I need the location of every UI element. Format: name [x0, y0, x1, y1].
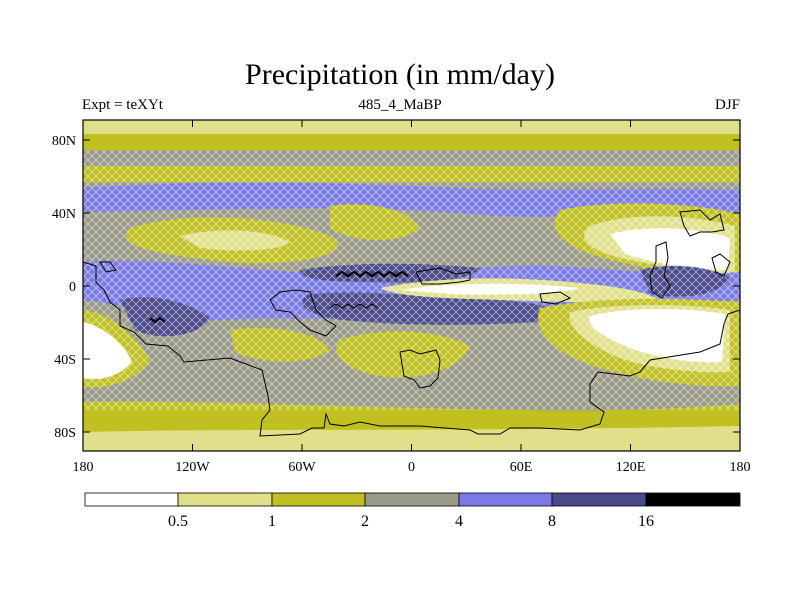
plot-title: Precipitation (in mm/day) [245, 58, 555, 91]
timeslice-label: 485_4_MaBP [358, 97, 442, 113]
x-tick-label: 180 [730, 460, 751, 475]
x-tick-label: 120W [175, 460, 210, 475]
colorbar-label: 4 [455, 513, 463, 530]
colorbar-swatch [551, 492, 647, 507]
colorbar-label: 1 [268, 513, 276, 530]
y-tick-label: 40S [54, 353, 76, 368]
colorbar-swatch [458, 492, 553, 507]
season-label: DJF [714, 97, 740, 113]
colorbar-label: 0.5 [168, 513, 188, 530]
colorbar-label: 16 [638, 513, 654, 530]
experiment-label: Expt = teXYt [82, 97, 163, 113]
x-tick-label: 120E [616, 460, 646, 475]
y-tick-label: 80N [52, 134, 76, 149]
x-tick-marks [82, 120, 741, 451]
colorbar: 0.5 1 2 4 8 16 [84, 492, 741, 530]
colorbar-swatch [177, 492, 273, 507]
x-tick-label: 60E [510, 460, 533, 475]
y-tick-label: 40N [52, 207, 76, 222]
y-tick-label: 0 [69, 280, 76, 295]
colorbar-swatch [645, 492, 741, 507]
colorbar-swatch [364, 492, 460, 507]
colorbar-label: 8 [548, 513, 556, 530]
precipitation-field [83, 120, 740, 451]
x-tick-label: 180 [73, 460, 94, 475]
x-tick-label: 0 [408, 460, 415, 475]
y-tick-marks [83, 139, 740, 433]
colorbar-label: 2 [361, 513, 369, 530]
x-tick-label: 60W [288, 460, 316, 475]
colorbar-swatch [271, 492, 366, 507]
y-tick-label: 80S [54, 426, 76, 441]
colorbar-swatch [84, 492, 179, 507]
